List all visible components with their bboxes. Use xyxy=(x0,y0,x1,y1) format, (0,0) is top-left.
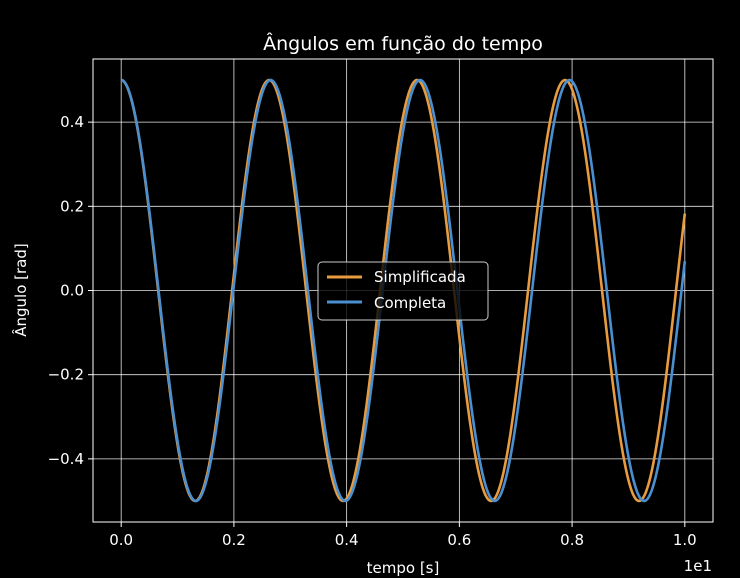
series-line-completa xyxy=(120,78,687,503)
x-tick-label: 0.0 xyxy=(109,531,133,549)
legend-label-simplificada: Simplificada xyxy=(374,268,466,286)
y-tick-label: 0.2 xyxy=(60,197,84,215)
x-tick-label: 0.8 xyxy=(560,531,584,549)
x-axis-offset-label: 1e1 xyxy=(684,557,712,575)
legend: Simplificada Completa xyxy=(317,261,489,321)
ticks: 0.0 0.2 0.4 0.6 0.8 1.0 −0.4 −0.2 0.0 0.2 0.4 xyxy=(48,113,697,549)
x-tick-label: 0.2 xyxy=(222,531,246,549)
y-axis-label: Ângulo [rad] xyxy=(11,243,30,337)
x-tick-label: 0.4 xyxy=(335,531,359,549)
x-tick-label: 1.0 xyxy=(673,531,697,549)
x-axis-label: tempo [s] xyxy=(367,559,440,577)
y-tick-label: 0.0 xyxy=(60,282,84,300)
y-tick-label: −0.4 xyxy=(48,450,84,468)
y-tick-label: −0.2 xyxy=(48,366,84,384)
chart-title: Ângulos em função do tempo xyxy=(263,32,543,55)
y-tick-label: 0.4 xyxy=(60,113,84,131)
x-tick-label: 0.6 xyxy=(447,531,471,549)
legend-label-completa: Completa xyxy=(374,294,446,312)
series-layer xyxy=(120,78,687,503)
